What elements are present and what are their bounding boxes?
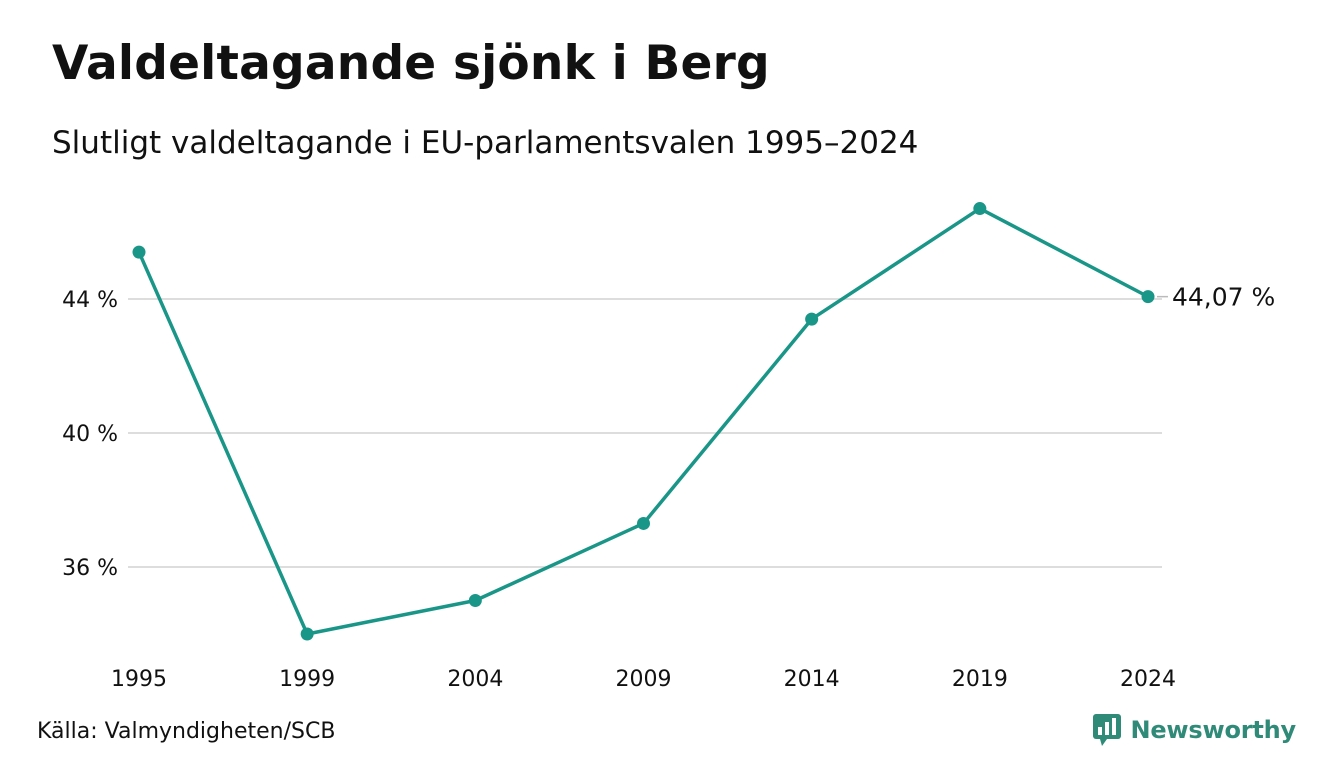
y-tick-label: 36 % bbox=[62, 556, 118, 581]
data-point bbox=[1141, 290, 1155, 304]
newsworthy-logo: Newsworthy bbox=[1092, 713, 1296, 747]
x-tick-label: 2004 bbox=[447, 667, 503, 692]
x-tick-label: 2009 bbox=[616, 667, 672, 692]
x-tick-label: 1999 bbox=[279, 667, 335, 692]
x-tick-label: 1995 bbox=[111, 667, 167, 692]
data-point bbox=[132, 245, 146, 259]
x-tick-label: 2024 bbox=[1120, 667, 1176, 692]
bar-chart-icon bbox=[1093, 714, 1122, 746]
x-tick-label: 2014 bbox=[784, 667, 840, 692]
data-point bbox=[300, 627, 314, 641]
end-value-label: 44,07 % bbox=[1172, 283, 1275, 312]
brand-name: Newsworthy bbox=[1130, 716, 1296, 744]
data-point bbox=[973, 202, 987, 216]
series-line bbox=[137, 206, 1150, 636]
y-tick-label: 40 % bbox=[62, 422, 118, 447]
x-tick-label: 2019 bbox=[952, 667, 1008, 692]
source-note: Källa: Valmyndigheten/SCB bbox=[37, 719, 336, 744]
data-point bbox=[805, 312, 819, 326]
y-tick-label: 44 % bbox=[62, 288, 118, 313]
data-point bbox=[637, 516, 650, 530]
chart-title: Valdeltagande sjönk i Berg bbox=[52, 36, 770, 91]
data-point bbox=[468, 594, 482, 607]
chart-subtitle: Slutligt valdeltagande i EU-parlamentsva… bbox=[52, 125, 919, 161]
